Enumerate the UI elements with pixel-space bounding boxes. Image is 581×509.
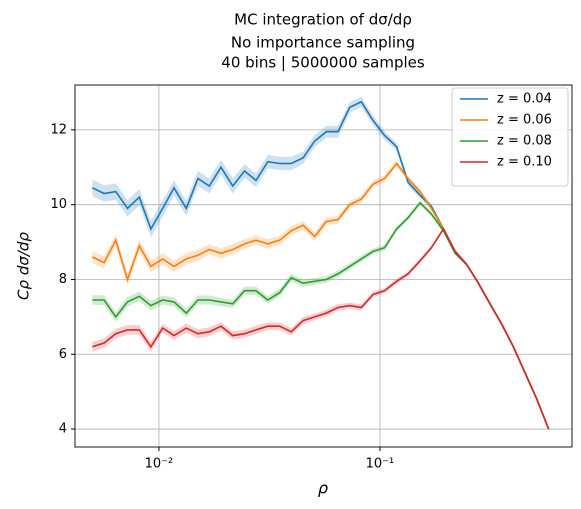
x-tick-label: 10⁻² [145, 457, 174, 472]
y-tick-label: 4 [59, 422, 67, 437]
y-tick-label: 6 [59, 347, 67, 362]
error-band [92, 227, 549, 431]
x-tick-label: 10⁻¹ [366, 457, 395, 472]
chart-title: MC integration of dσ/dρ [234, 11, 412, 29]
line [92, 227, 550, 430]
chart-subtitle: No importance sampling [231, 34, 415, 52]
error-band [92, 96, 549, 431]
y-tick-label: 12 [50, 122, 67, 137]
x-axis-label: ρ [318, 479, 328, 498]
chart-subtitle: 40 bins | 5000000 samples [221, 54, 425, 72]
y-tick-label: 10 [50, 197, 67, 212]
legend-label: z = 0.06 [497, 113, 552, 128]
y-tick-label: 8 [59, 272, 67, 287]
legend-label: z = 0.04 [497, 92, 552, 107]
legend-label: z = 0.10 [497, 155, 552, 170]
y-axis-label: Cρ dσ/dρ [15, 232, 33, 300]
legend-label: z = 0.08 [497, 134, 552, 149]
plot-frame [74, 84, 573, 448]
